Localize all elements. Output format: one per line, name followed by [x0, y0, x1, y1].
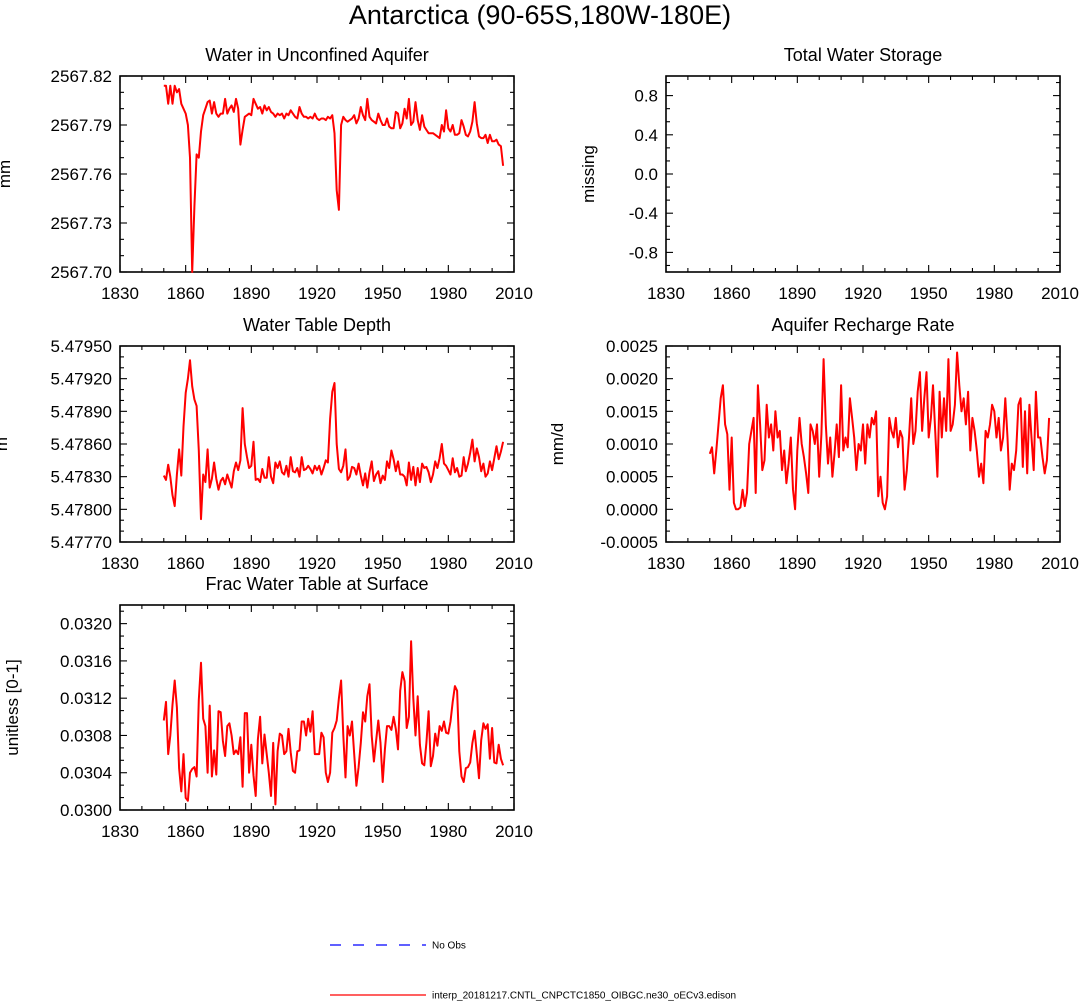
panel-title: Total Water Storage — [784, 45, 942, 65]
x-tick-label: 1920 — [298, 554, 336, 573]
plot-frame — [119, 604, 515, 811]
y-tick-label: 0.0316 — [60, 652, 112, 671]
x-tick-label: 1890 — [232, 822, 270, 841]
aquifer-recharge-rate-panel: Aquifer Recharge Rate 1830 1860 1890 1920 195… — [548, 315, 1079, 573]
y-tick-label: 0.4 — [634, 126, 658, 145]
x-tick-label: 1860 — [713, 284, 751, 303]
y-tick-label: 5.47830 — [51, 468, 112, 487]
y-tick-label: 5.47920 — [51, 370, 112, 389]
y-tick-label: 5.47800 — [51, 500, 112, 519]
x-tick-label: 2010 — [495, 822, 533, 841]
y-tick-label: 2567.79 — [51, 116, 112, 135]
x-tick-label: 1920 — [844, 284, 882, 303]
plot-frame — [119, 75, 515, 273]
x-tick-label: 1830 — [101, 822, 139, 841]
x-tick-label: 1920 — [298, 284, 336, 303]
x-tick-label: 1890 — [778, 554, 816, 573]
plot-frame — [665, 75, 1061, 273]
panel-title: Water Table Depth — [243, 315, 391, 335]
y-tick-label: 0.0020 — [606, 370, 658, 389]
series-line — [162, 359, 505, 521]
y-tick-label: 0.0015 — [606, 402, 658, 421]
x-tick-label: 2010 — [495, 554, 533, 573]
x-tick-label: 1920 — [298, 822, 336, 841]
y-axis-label: m — [0, 437, 11, 451]
y-tick-label: 0.0010 — [606, 435, 658, 454]
x-tick-label: 1920 — [844, 554, 882, 573]
x-tick-label: 1980 — [429, 822, 467, 841]
y-axis-label: unitless [0-1] — [3, 659, 22, 755]
x-tick-label: 1860 — [167, 822, 205, 841]
total-water-storage-panel: Total Water Storage 1830 1860 1890 1920 1950 1… — [579, 45, 1079, 303]
y-tick-label: 0.0312 — [60, 689, 112, 708]
panels: Water in Unconfined Aquifer 1830 1860 1890 1… — [0, 45, 1079, 841]
x-tick-label: 1980 — [975, 284, 1013, 303]
x-tick-label: 1950 — [364, 284, 402, 303]
x-tick-label: 1860 — [167, 284, 205, 303]
y-tick-label: 0.0304 — [60, 764, 112, 783]
x-tick-label: 1980 — [429, 284, 467, 303]
y-tick-label: 0.0000 — [606, 500, 658, 519]
y-tick-label: 2567.76 — [51, 165, 112, 184]
y-tick-label: 2567.70 — [51, 263, 112, 282]
x-tick-label: 2010 — [1041, 284, 1079, 303]
x-tick-label: 2010 — [1041, 554, 1079, 573]
y-tick-label: 0.0300 — [60, 801, 112, 820]
y-axis-label: missing — [579, 145, 598, 203]
panel-title: Frac Water Table at Surface — [205, 574, 428, 594]
series-line — [162, 640, 505, 806]
y-tick-label: 0.0308 — [60, 726, 112, 745]
frac-water-table-surface-panel: Frac Water Table at Surface 1830 1860 1890 1… — [3, 574, 533, 841]
x-tick-label: 1950 — [910, 554, 948, 573]
x-tick-label: 1860 — [713, 554, 751, 573]
y-tick-label: 2567.82 — [51, 67, 112, 86]
legend-label-model: interp_20181217.CNTL_CNPCTC1850_OIBGC.ne… — [432, 991, 736, 1002]
y-tick-label: 5.47770 — [51, 533, 112, 552]
y-tick-label: 0.0005 — [606, 468, 658, 487]
plot-frame — [119, 345, 515, 543]
x-tick-label: 1890 — [232, 284, 270, 303]
legend: No Obs interp_20181217.CNTL_CNPCTC1850_O… — [330, 941, 736, 1002]
water-unconfined-aquifer-panel: Water in Unconfined Aquifer 1830 1860 1890 1… — [0, 45, 533, 303]
x-tick-label: 1830 — [101, 554, 139, 573]
figure-title: Antarctica (90-65S,180W-180E) — [349, 0, 731, 30]
y-tick-label: 2567.73 — [51, 214, 112, 233]
y-tick-label: 0.0 — [634, 165, 658, 184]
x-tick-label: 1890 — [232, 554, 270, 573]
y-tick-label: -0.8 — [629, 243, 658, 262]
x-tick-label: 1830 — [101, 284, 139, 303]
x-tick-label: 1860 — [167, 554, 205, 573]
y-tick-label: -0.0005 — [600, 533, 658, 552]
y-tick-label: 0.0025 — [606, 337, 658, 356]
x-tick-label: 1830 — [647, 284, 685, 303]
y-tick-label: 0.0320 — [60, 615, 112, 634]
y-axis-label: mm — [0, 160, 14, 188]
y-tick-label: 5.47860 — [51, 435, 112, 454]
panel-title: Water in Unconfined Aquifer — [205, 45, 428, 65]
water-table-depth-panel: Water Table Depth 1830 1860 1890 1920 1950 198… — [0, 315, 533, 573]
x-tick-label: 1890 — [778, 284, 816, 303]
y-tick-label: 5.47950 — [51, 337, 112, 356]
x-tick-label: 2010 — [495, 284, 533, 303]
series-line — [163, 84, 505, 273]
x-tick-label: 1830 — [647, 554, 685, 573]
y-tick-label: 5.47890 — [51, 402, 112, 421]
legend-label-no-obs: No Obs — [432, 941, 466, 952]
x-tick-label: 1950 — [364, 822, 402, 841]
y-axis-label: mm/d — [548, 423, 567, 466]
x-tick-label: 1980 — [429, 554, 467, 573]
y-tick-label: -0.4 — [629, 204, 658, 223]
panel-title: Aquifer Recharge Rate — [771, 315, 954, 335]
x-tick-label: 1950 — [910, 284, 948, 303]
x-tick-label: 1950 — [364, 554, 402, 573]
y-tick-label: 0.8 — [634, 87, 658, 106]
x-tick-label: 1980 — [975, 554, 1013, 573]
series-line — [708, 351, 1051, 511]
